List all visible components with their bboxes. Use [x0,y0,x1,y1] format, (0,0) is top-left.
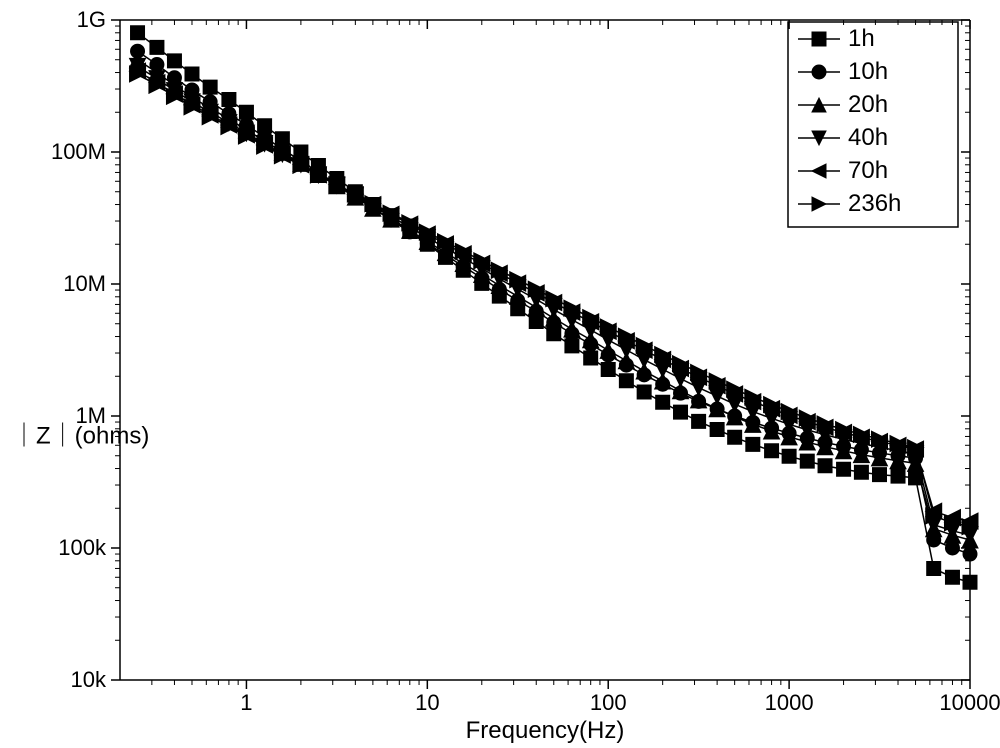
x-tick-label: 1 [240,690,252,715]
legend-label: 70h [848,157,888,184]
x-tick-label: 1000 [765,690,814,715]
legend-label: 10h [848,58,888,85]
legend: 1h 10h 20h 40h 70h 236h [788,22,958,227]
legend-label: 20h [848,91,888,118]
x-tick-label: 10000 [939,690,1000,715]
legend-label: 236h [848,190,901,217]
x-axis-label: Frequency(Hz) [466,717,625,744]
y-tick-label: 10M [63,271,106,296]
bode-plot: 11010010001000010k100k1M10M100M1GFrequen… [0,0,1000,748]
chart-container: 11010010001000010k100k1M10M100M1GFrequen… [0,0,1000,748]
y-tick-label: 1G [77,7,106,32]
legend-label: 40h [848,124,888,151]
y-axis-label: ｜Z｜(ohms) [12,422,149,449]
y-tick-label: 100M [51,139,106,164]
y-tick-label: 100k [58,535,107,560]
legend-label: 1h [848,25,875,52]
x-tick-label: 10 [415,690,439,715]
x-tick-label: 100 [590,690,627,715]
y-tick-label: 10k [71,667,107,692]
